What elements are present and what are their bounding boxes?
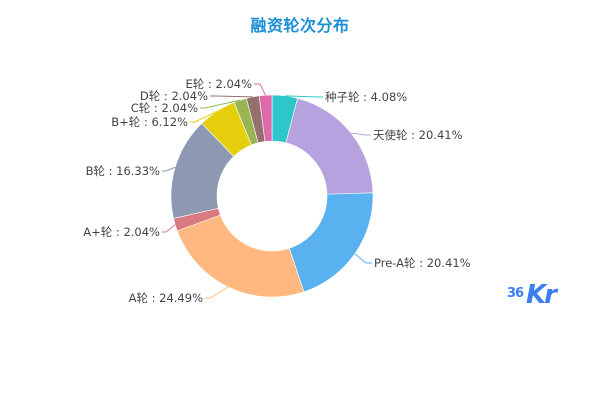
slice-label: B+轮 : 6.12% [111, 115, 188, 129]
slice-label: 天使轮 : 20.41% [373, 128, 463, 142]
slice-labels: 种子轮 : 4.08% 天使轮 : 20.41% Pre-A轮 : 20.41% A轮… [83, 77, 470, 305]
donut-slices [170, 94, 374, 298]
chart-title: 融资轮次分布 [250, 16, 350, 35]
leader-line [190, 110, 218, 123]
slice-label: 种子轮 : 4.08% [325, 90, 407, 104]
slice-label: A+轮 : 2.04% [83, 225, 160, 239]
leader-line [284, 95, 323, 98]
label-leader-lines [162, 83, 372, 299]
slice-label: C轮 : 2.04% [131, 101, 198, 115]
leader-line [254, 83, 266, 96]
leader-line [200, 99, 241, 109]
slice-10[interactable] [258, 94, 273, 142]
slice-3[interactable] [288, 192, 374, 293]
slice-2[interactable] [285, 97, 374, 195]
leader-line [350, 132, 371, 136]
leader-line [205, 286, 229, 299]
slice-4[interactable] [176, 214, 305, 298]
leader-line [210, 95, 253, 98]
slice-label: B轮 : 16.33% [86, 164, 160, 178]
leader-line [162, 166, 176, 172]
slice-label: E轮 : 2.04% [186, 77, 253, 91]
logo-text: Kr [526, 280, 557, 310]
slice-label: Pre-A轮 : 20.41% [374, 256, 471, 270]
slice-label: A轮 : 24.49% [129, 291, 203, 305]
leader-line [162, 224, 176, 233]
leader-line [354, 253, 372, 264]
36kr-logo: 36 Kr [507, 280, 563, 314]
logo-number: 36 [507, 286, 524, 301]
slice-label: D轮 : 2.04% [140, 89, 208, 103]
